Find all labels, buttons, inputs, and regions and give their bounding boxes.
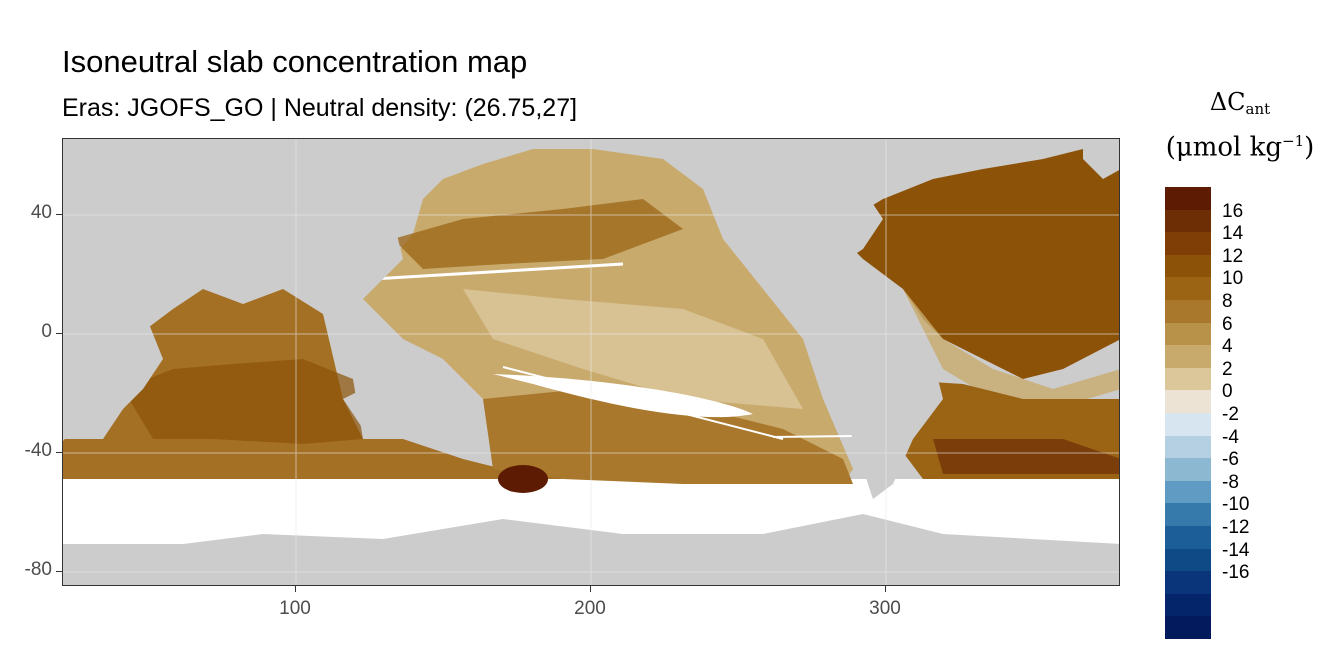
map-panel [62,138,1120,586]
legend-color-segment [1165,525,1211,549]
legend-label: 4 [1222,336,1233,358]
dark-patch-south-pacific [498,465,548,493]
legend-color-segment [1165,503,1211,526]
tropical-atlantic [903,289,1119,409]
legend-color-segment [1165,187,1211,210]
tropical-pacific-light [463,289,803,409]
legend-color-segment [1165,322,1211,346]
north-america-land [703,139,883,269]
legend-label: 8 [1222,291,1233,312]
eurasia-land [63,139,523,299]
legend-color-segment [1165,593,1211,617]
legend-label: -16 [1222,562,1250,584]
africa-land [63,259,163,439]
legend-unit-close: ) [1304,132,1315,163]
legend-colorbar [1165,187,1211,639]
y-tick-label: -80 [24,559,52,580]
y-tick-label: -40 [24,440,52,461]
australia-land [343,369,483,439]
legend-symbol: ΔC [1209,88,1246,116]
legend-label: 6 [1222,313,1233,335]
legend-color-segment [1165,548,1211,572]
europe-land [1083,139,1119,179]
legend-color-segment [1165,616,1211,639]
legend-color-segment [1165,412,1211,436]
legend-label: -12 [1222,517,1250,538]
y-tick-mark [56,452,62,454]
legend-color-segment [1165,367,1211,391]
map-title: Isoneutral slab concentration map [62,44,528,79]
x-tick-mark [885,586,887,592]
y-tick-mark [56,333,62,335]
legend-label: 10 [1222,268,1244,290]
x-tick-label: 300 [869,598,901,619]
legend-color-segment [1165,390,1211,413]
legend-color-segment [1165,571,1211,594]
legend-label: -6 [1222,449,1239,471]
x-tick-label: 100 [279,598,311,619]
y-tick-label: 0 [41,321,52,342]
legend-title: ΔCant (μmol kg−1) [1160,88,1320,163]
legend-label: 14 [1222,223,1244,245]
indian-ocean-core [123,359,363,444]
legend-unit: (μmol kg−1) [1160,132,1320,163]
south-atlantic-core [933,439,1119,474]
ocean-map [63,139,1119,585]
legend-label: -2 [1222,404,1239,425]
legend-label: 2 [1222,358,1233,380]
no-data-arc [493,374,753,418]
legend-color-segment [1165,435,1211,459]
map-subtitle: Eras: JGOFS_GO | Neutral density: (26.75… [62,94,578,122]
legend-unit-text: (μmol kg [1165,132,1283,163]
legend-color-segment [1165,345,1211,368]
south-america-land [833,329,943,499]
legend-color-segment [1165,232,1211,255]
x-tick-mark [295,586,297,592]
legend-subscript: ant [1245,100,1271,119]
legend-label: 12 [1222,245,1244,267]
south-pacific [483,389,853,484]
x-tick-label: 200 [574,598,606,619]
legend-color-segment [1165,254,1211,278]
legend-label: -4 [1222,426,1239,448]
legend-label: -8 [1222,471,1239,493]
north-atlantic [833,149,1119,379]
y-tick-mark [56,214,62,216]
legend-color-segment [1165,299,1211,323]
legend-color-segment [1165,209,1211,233]
legend-label: 0 [1222,381,1233,403]
legend-label: -14 [1222,539,1250,561]
x-tick-mark [590,586,592,592]
legend-color-segment [1165,480,1211,504]
legend-color-segment [1165,277,1211,300]
y-tick-label: 40 [30,202,52,223]
legend-unit-exponent: −1 [1282,132,1305,151]
legend-label: 16 [1222,200,1244,222]
y-tick-mark [56,571,62,573]
legend-color-segment [1165,458,1211,481]
legend-label: -10 [1222,494,1250,516]
north-pacific-core [393,199,683,269]
